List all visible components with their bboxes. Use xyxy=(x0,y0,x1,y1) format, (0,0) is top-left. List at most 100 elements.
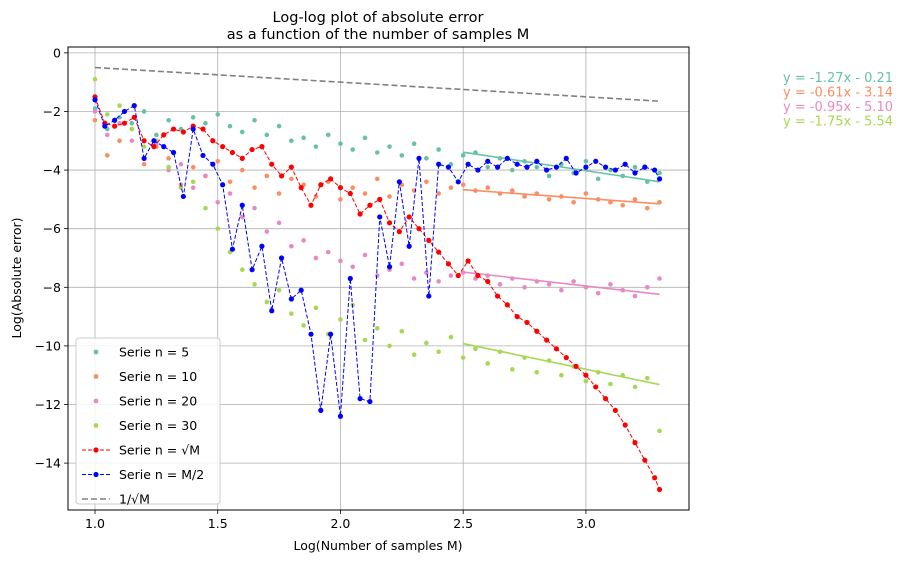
marker-serie-n-m xyxy=(298,185,304,191)
marker-serie-n-m-2 xyxy=(288,296,294,302)
marker-serie-n-m-2 xyxy=(494,164,501,170)
point-serie-n-30 xyxy=(264,299,270,305)
marker-serie-n-m-2 xyxy=(553,164,560,170)
point-serie-n-30 xyxy=(473,346,478,352)
marker-serie-n-m-2 xyxy=(406,243,412,249)
x-axis-label: Log(Number of samples M) xyxy=(293,538,462,553)
marker-serie-n-m xyxy=(151,144,157,150)
marker-serie-n-m-2 xyxy=(534,158,540,164)
point-serie-n-30 xyxy=(559,372,564,378)
point-serie-n-20 xyxy=(264,229,270,234)
marker-serie-n-m-2 xyxy=(583,164,589,170)
marker-serie-n-m-2 xyxy=(563,155,569,161)
point-serie-n-10 xyxy=(92,117,98,123)
point-serie-n-30 xyxy=(374,326,380,331)
marker-serie-n-m-2 xyxy=(131,103,137,109)
point-serie-n-30 xyxy=(399,328,405,334)
marker-serie-n-m xyxy=(622,422,628,428)
fit-equation: y = -1.75x - 5.54 xyxy=(783,115,893,130)
point-serie-n-20 xyxy=(203,173,208,179)
point-serie-n-5 xyxy=(350,147,356,152)
point-serie-n-20 xyxy=(571,279,576,284)
point-serie-n-20 xyxy=(227,191,233,196)
point-serie-n-5 xyxy=(374,150,380,155)
y-tick-label: 0 xyxy=(53,45,61,60)
fit-equation: y = -0.95x - 5.10 xyxy=(783,100,893,115)
marker-serie-n-m xyxy=(612,407,618,413)
plot-frame xyxy=(67,46,690,511)
point-serie-n-5 xyxy=(289,138,294,144)
point-serie-n-5 xyxy=(485,164,491,170)
marker-serie-n-m xyxy=(367,202,373,208)
point-serie-n-20 xyxy=(313,255,319,261)
marker-serie-n-m xyxy=(642,457,648,463)
point-serie-n-5 xyxy=(411,141,417,147)
point-serie-n-10 xyxy=(252,185,257,190)
marker-serie-n-m xyxy=(593,384,599,390)
point-serie-n-5 xyxy=(117,115,122,120)
marker-serie-n-m-2 xyxy=(377,214,383,220)
marker-serie-n-m xyxy=(210,138,216,144)
point-serie-n-20 xyxy=(374,273,380,278)
point-serie-n-10 xyxy=(264,173,270,179)
point-serie-n-20 xyxy=(424,270,429,275)
marker-serie-n-m-2 xyxy=(475,167,481,173)
point-serie-n-20 xyxy=(559,287,564,293)
marker-serie-n-m xyxy=(337,185,344,191)
marker-serie-n-m xyxy=(121,120,128,126)
marker-serie-n-m-2 xyxy=(524,164,530,170)
legend-marker xyxy=(93,398,99,404)
point-serie-n-5 xyxy=(399,153,405,158)
fit-equation: y = -0.61x - 3.14 xyxy=(783,86,893,101)
point-serie-n-10 xyxy=(608,200,613,205)
marker-serie-n-m-2 xyxy=(318,407,324,413)
point-serie-n-20 xyxy=(595,290,601,296)
y-tick-label: −12 xyxy=(35,397,61,412)
point-serie-n-10 xyxy=(424,179,429,185)
y-tick-label: −4 xyxy=(43,163,61,178)
point-serie-n-10 xyxy=(546,197,552,202)
marker-serie-n-m xyxy=(406,214,412,220)
marker-serie-n-m xyxy=(445,261,452,267)
x-tick-label: 1.0 xyxy=(85,516,105,531)
marker-serie-n-m xyxy=(328,176,334,182)
point-serie-n-30 xyxy=(129,126,135,132)
point-serie-n-30 xyxy=(583,378,589,384)
point-serie-n-5 xyxy=(546,173,552,179)
point-serie-n-10 xyxy=(620,202,626,208)
marker-serie-n-m xyxy=(229,149,236,156)
point-serie-n-5 xyxy=(239,129,245,135)
point-serie-n-30 xyxy=(424,340,429,346)
point-serie-n-30 xyxy=(485,361,491,366)
point-serie-n-10 xyxy=(215,158,221,164)
legend-marker xyxy=(93,471,99,478)
marker-serie-n-m xyxy=(652,475,658,481)
marker-serie-n-m xyxy=(602,396,609,402)
legend-marker xyxy=(93,447,99,453)
point-serie-n-5 xyxy=(141,109,147,114)
point-serie-n-10 xyxy=(166,156,171,161)
point-serie-n-20 xyxy=(276,220,282,226)
legend-marker xyxy=(93,423,99,428)
marker-serie-n-m-2 xyxy=(612,167,618,173)
point-serie-n-20 xyxy=(301,238,306,243)
point-serie-n-10 xyxy=(289,176,294,182)
point-serie-n-20 xyxy=(411,276,417,281)
point-serie-n-30 xyxy=(276,287,282,293)
point-serie-n-30 xyxy=(104,112,110,117)
point-serie-n-10 xyxy=(522,194,527,199)
point-serie-n-10 xyxy=(190,164,196,170)
marker-serie-n-m xyxy=(504,302,510,308)
point-serie-n-20 xyxy=(436,279,441,284)
point-serie-n-20 xyxy=(362,252,368,258)
point-serie-n-30 xyxy=(338,317,343,322)
marker-serie-n-m xyxy=(278,173,285,179)
marker-serie-n-m-2 xyxy=(465,161,471,167)
x-tick-label: 2.5 xyxy=(453,516,473,531)
point-serie-n-5 xyxy=(325,132,331,138)
marker-serie-n-m xyxy=(180,129,186,135)
point-serie-n-30 xyxy=(301,323,306,328)
point-serie-n-30 xyxy=(203,205,208,211)
marker-serie-n-m xyxy=(563,355,569,361)
legend-marker xyxy=(93,349,99,355)
